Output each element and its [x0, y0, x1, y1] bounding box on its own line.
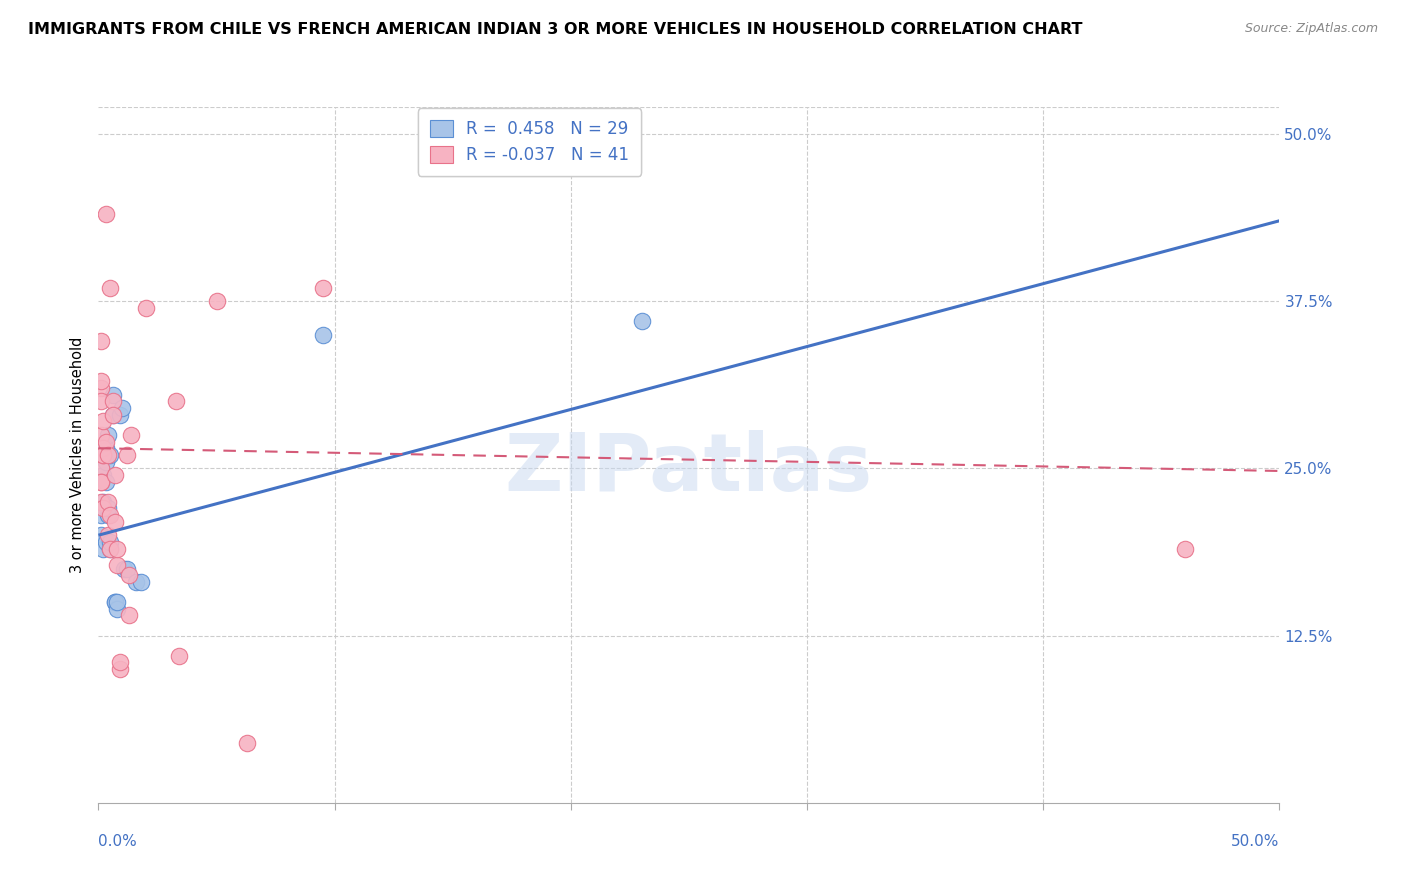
Point: [97, 508, 120, 523]
Point: [1174, 541, 1197, 556]
Point: [94, 207, 117, 221]
Point: [105, 558, 128, 572]
Point: [94, 475, 117, 489]
Text: ZIPatlas: ZIPatlas: [505, 430, 873, 508]
Point: [108, 408, 131, 422]
Point: [101, 394, 124, 409]
Point: [97, 428, 120, 442]
Point: [98, 541, 121, 556]
Point: [104, 595, 127, 609]
Point: [104, 595, 127, 609]
Point: [111, 401, 134, 416]
Point: [98, 541, 121, 556]
Point: [94, 434, 117, 449]
Point: [98, 508, 121, 523]
Legend: R =  0.458   N = 29, R = -0.037   N = 41: R = 0.458 N = 29, R = -0.037 N = 41: [418, 109, 641, 176]
Point: [90, 508, 112, 523]
Point: [90, 494, 112, 508]
Point: [115, 562, 138, 576]
Point: [98, 281, 121, 295]
Point: [97, 494, 120, 508]
Point: [115, 448, 138, 462]
Point: [312, 281, 335, 295]
Point: [98, 535, 121, 549]
Point: [101, 388, 124, 402]
Point: [105, 595, 128, 609]
Point: [90, 334, 112, 349]
Point: [105, 602, 128, 616]
Point: [104, 515, 127, 529]
Point: [97, 501, 120, 516]
Point: [91, 494, 114, 508]
Point: [94, 535, 117, 549]
Point: [236, 735, 259, 749]
Point: [91, 541, 114, 556]
Point: [125, 575, 148, 590]
Point: [90, 428, 112, 442]
Point: [121, 428, 143, 442]
Text: Source: ZipAtlas.com: Source: ZipAtlas.com: [1244, 22, 1378, 36]
Point: [205, 294, 228, 309]
Point: [630, 314, 652, 328]
Point: [90, 381, 112, 395]
Point: [104, 468, 127, 483]
Point: [91, 448, 114, 462]
Point: [90, 375, 112, 389]
Point: [91, 442, 114, 456]
Point: [101, 408, 124, 422]
Point: [118, 608, 141, 623]
Y-axis label: 3 or more Vehicles in Household: 3 or more Vehicles in Household: [69, 337, 84, 573]
Point: [165, 394, 187, 409]
Point: [98, 448, 121, 462]
Point: [118, 568, 141, 582]
Point: [97, 528, 120, 542]
Point: [105, 541, 128, 556]
Point: [90, 394, 112, 409]
Point: [91, 468, 114, 483]
Point: [135, 301, 157, 315]
Point: [90, 461, 112, 475]
Point: [108, 662, 131, 676]
Point: [101, 408, 124, 422]
Point: [91, 415, 114, 429]
Point: [129, 575, 152, 590]
Point: [90, 475, 112, 489]
Point: [91, 448, 114, 462]
Point: [112, 562, 135, 576]
Point: [94, 442, 117, 456]
Point: [108, 655, 131, 669]
Point: [91, 501, 114, 516]
Text: 0.0%: 0.0%: [98, 834, 138, 849]
Point: [167, 648, 190, 663]
Point: [90, 528, 112, 542]
Point: [90, 475, 112, 489]
Text: IMMIGRANTS FROM CHILE VS FRENCH AMERICAN INDIAN 3 OR MORE VEHICLES IN HOUSEHOLD : IMMIGRANTS FROM CHILE VS FRENCH AMERICAN…: [28, 22, 1083, 37]
Point: [94, 455, 117, 469]
Point: [97, 448, 120, 462]
Point: [312, 327, 335, 342]
Text: 50.0%: 50.0%: [1232, 834, 1279, 849]
